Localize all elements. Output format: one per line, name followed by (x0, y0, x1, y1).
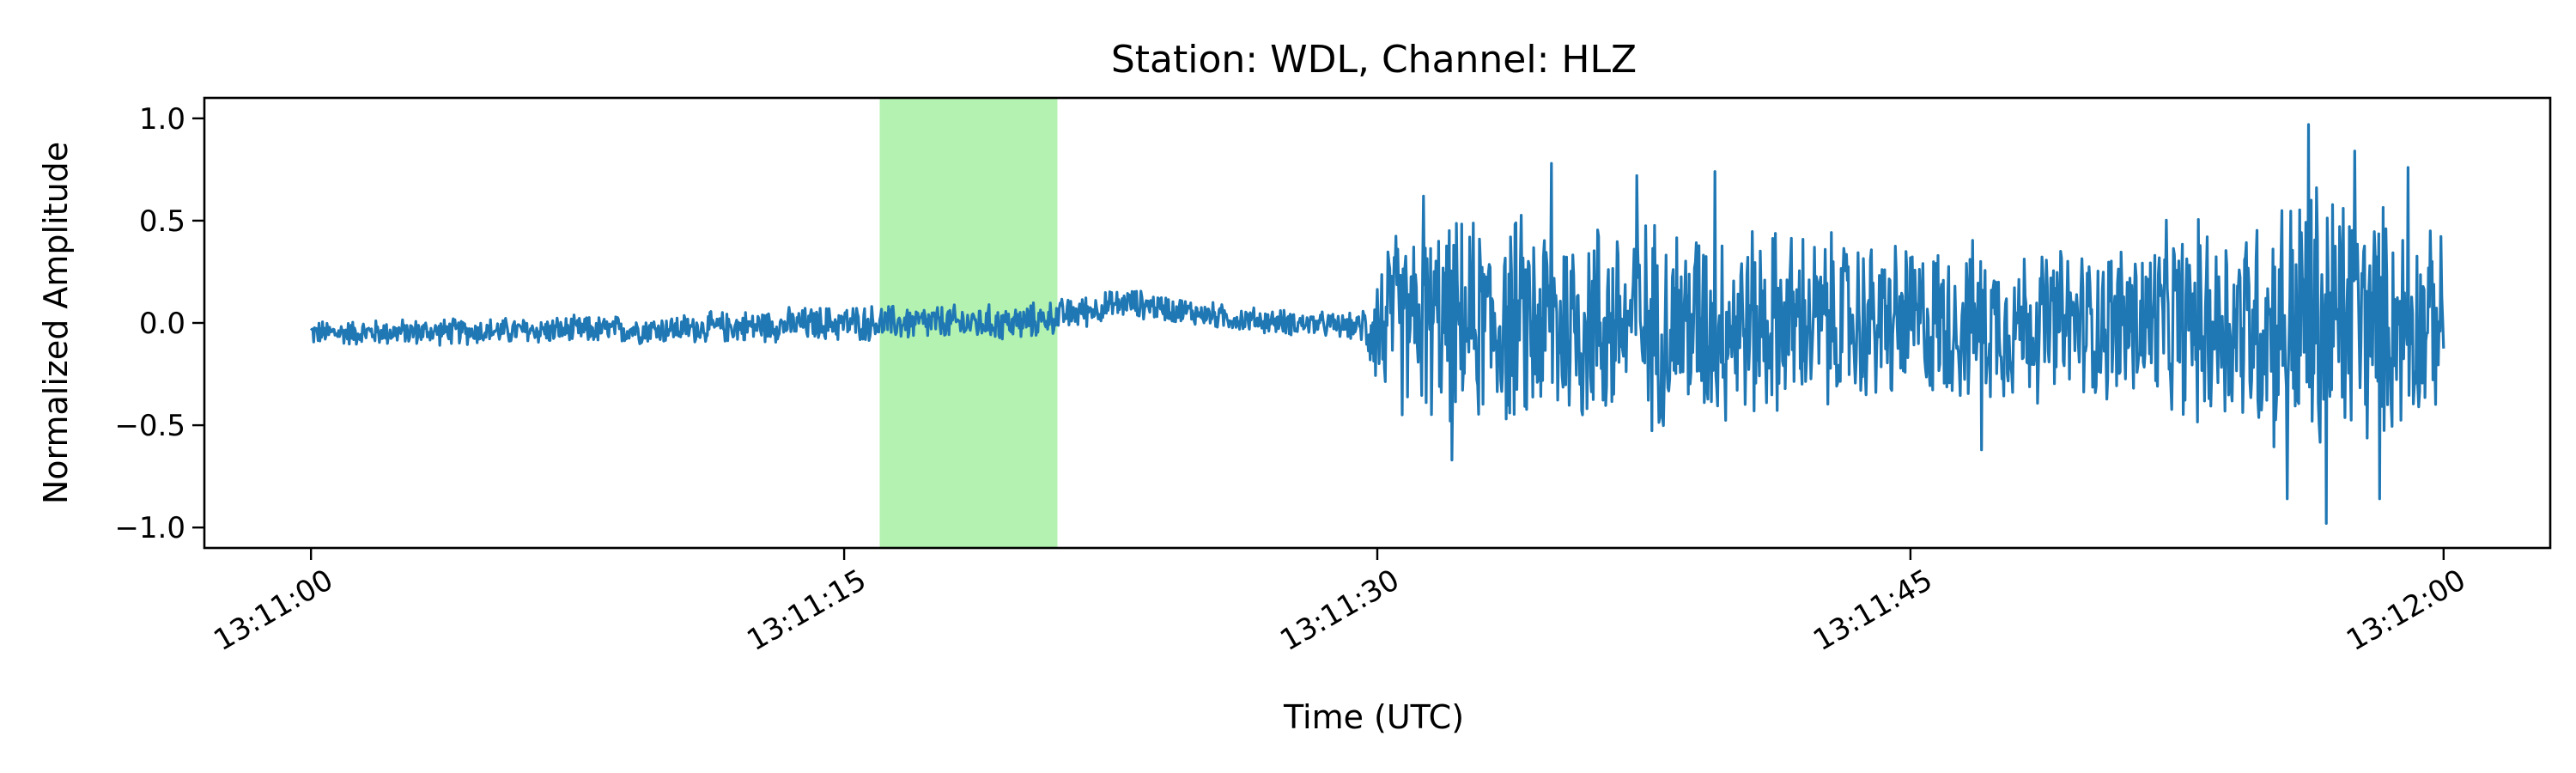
x-tick-label: 13:11:15 (741, 563, 872, 658)
x-axis-ticks: 13:11:00 13:11:15 13:11:30 13:11:45 13:12:00 (208, 548, 2471, 658)
y-axis-ticks: 1.0 0.5 0.0 −0.5 −1.0 (114, 102, 204, 545)
y-tick-label: −1.0 (114, 511, 185, 545)
x-tick-label: 13:11:00 (208, 563, 338, 658)
y-tick-label: 1.0 (139, 102, 185, 137)
y-tick-label: −0.5 (114, 409, 185, 443)
series-line-hlz (309, 123, 2445, 526)
y-tick-label: 0.5 (139, 204, 185, 239)
y-tick-label: 0.0 (139, 307, 185, 341)
y-axis-title: Normalized Amplitude (37, 142, 75, 504)
chart-title: Station: WDL, Channel: HLZ (1111, 38, 1637, 82)
x-axis-title: Time (UTC) (1283, 698, 1464, 736)
trace-layer (309, 123, 2445, 526)
x-tick-label: 13:12:00 (2341, 563, 2471, 658)
x-tick-label: 13:11:30 (1274, 563, 1405, 658)
x-tick-label: 13:11:45 (1807, 563, 1938, 658)
